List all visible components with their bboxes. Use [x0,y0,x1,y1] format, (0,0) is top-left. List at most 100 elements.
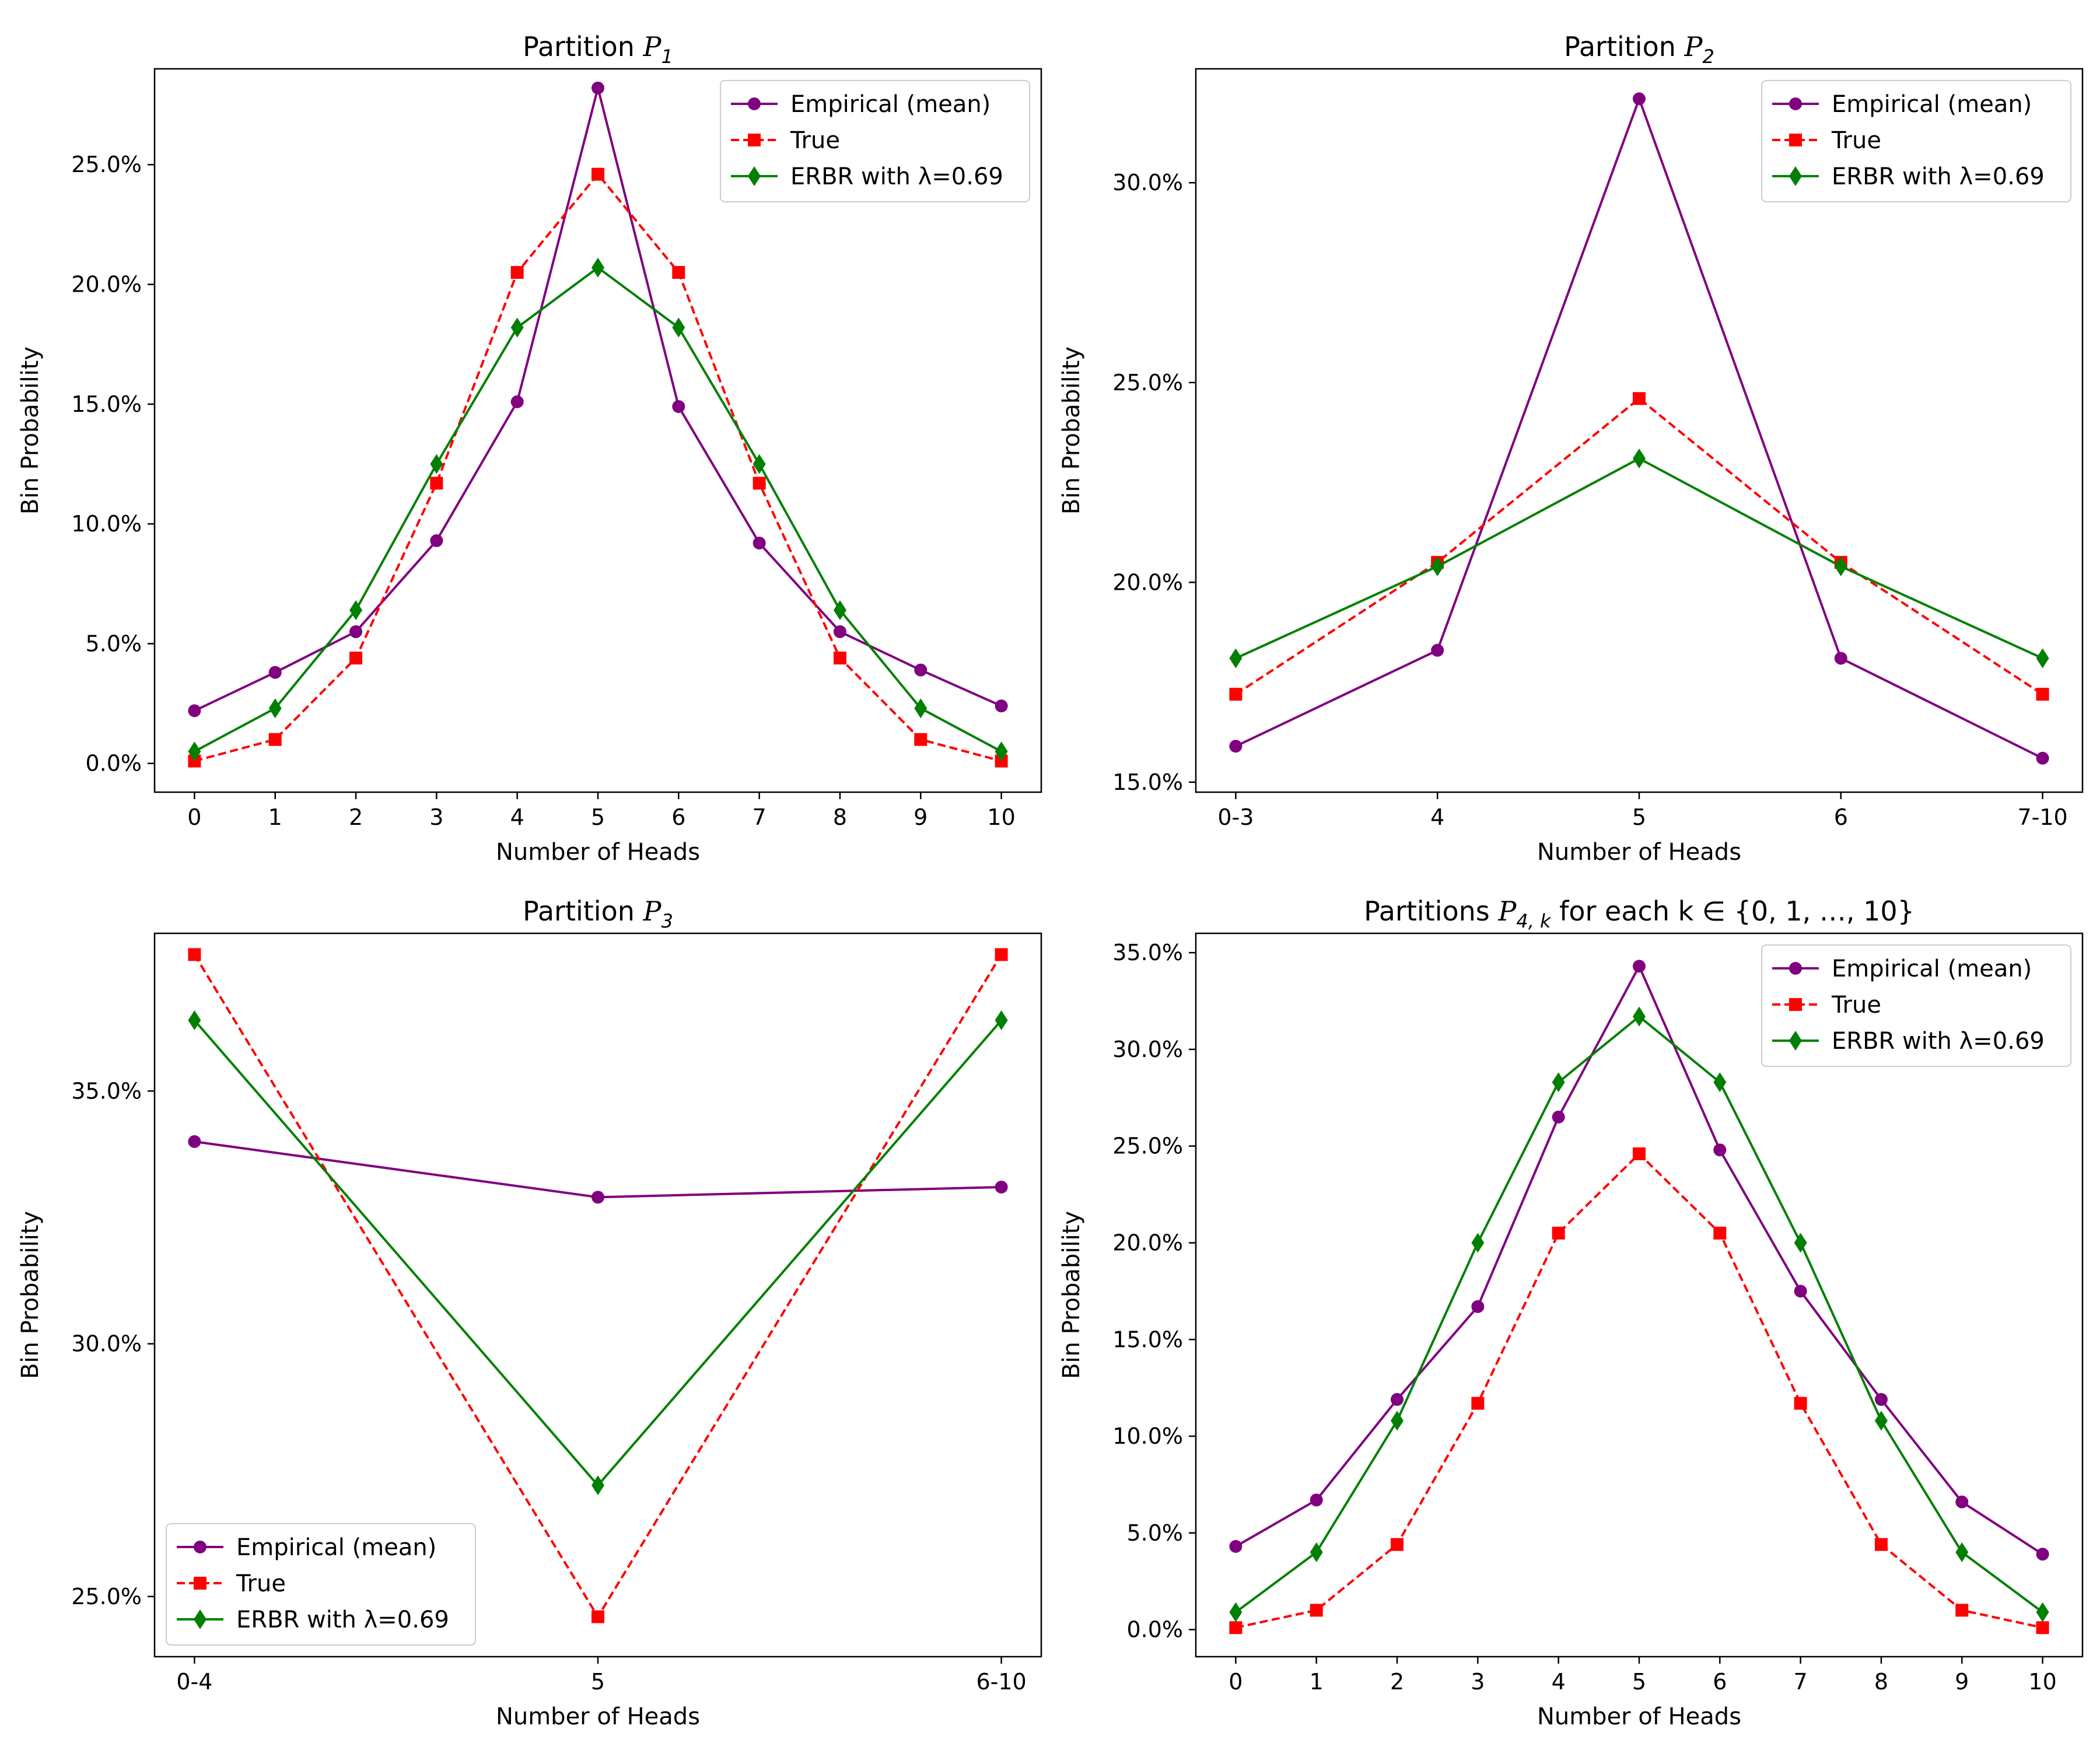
legend-label: True [1831,127,1881,154]
data-point [995,1010,1008,1031]
y-axis-label: Bin Probability [1058,346,1085,514]
legend-marker [1789,97,1802,110]
data-point [2036,1621,2049,1634]
data-point [1471,1300,1485,1313]
title-math: P [643,895,662,927]
title-suffix: for each k ∈ {0, 1, …, 10} [1551,895,1915,927]
data-point [2036,648,2049,668]
data-point [510,317,524,338]
y-tick-label: 35.0% [71,1078,142,1104]
data-point [1874,1538,1888,1551]
data-point [1633,1147,1646,1160]
series-line [1235,397,2043,695]
x-tick-label: 0-3 [1217,804,1254,830]
y-tick-label: 30.0% [1112,1037,1183,1062]
title-math: P [1684,31,1703,62]
title-subscript: 3 [661,910,673,932]
data-point [833,652,846,665]
data-point [1874,1410,1888,1431]
legend-label: True [790,127,840,154]
data-point [1471,1233,1485,1253]
data-point [1955,1604,1969,1617]
legend-frame [1761,80,2071,202]
legend-marker [194,1541,206,1553]
data-point [1794,1233,1807,1253]
x-tick-label: 1 [268,804,282,830]
series-true [1229,1147,2049,1634]
data-point [914,663,928,677]
legend-label: ERBR with λ=0.69 [1832,1028,2045,1055]
series-true [1229,392,2049,701]
data-point [1229,740,1242,753]
x-tick-label: 2 [349,804,363,830]
data-point [752,536,766,550]
x-tick-label: 0-4 [176,1669,212,1695]
legend-label: Empirical (mean) [790,91,991,118]
x-tick-label: 6-10 [976,1669,1026,1695]
subplot-2: 0-3 4 5 6 7-10 15.0% 20.0% 25.0% 30.0% Number of … [1058,31,2084,866]
x-tick-label: 4 [1552,1669,1566,1695]
title-prefix: Partition [523,31,643,62]
data-point [1713,1226,1727,1240]
legend-label: Empirical (mean) [236,1534,436,1561]
legend-marker [1789,134,1802,146]
y-axis-label: Bin Probability [17,1211,44,1379]
data-point [188,948,201,961]
x-tick-label: 9 [1955,1669,1969,1695]
x-tick-label: 9 [914,804,928,830]
data-point [1955,1495,1969,1508]
legend-marker [1789,962,1802,975]
data-point [592,1191,604,1204]
legend-marker [1789,1031,1802,1051]
data-point [1431,643,1444,657]
legend-label: Empirical (mean) [1832,91,2032,118]
data-point [188,704,201,718]
legend-label: True [1831,992,1881,1019]
series-line [1235,457,2043,660]
data-point [1834,652,1847,665]
x-axis-label: Number of Heads [1537,1703,1741,1730]
data-point [2036,1548,2049,1561]
subplot-3: 0-4 5 6-10 25.0% 30.0% 35.0% Number of Heads Bi… [17,895,1042,1730]
data-point [1391,1410,1404,1431]
data-point [752,477,766,490]
data-point [1633,448,1646,468]
data-point [188,1010,201,1031]
x-tick-label: 5 [1632,804,1646,830]
x-tick-label: 8 [1874,1669,1888,1695]
data-point [430,477,443,490]
y-tick-label: 0.0% [85,751,142,776]
y-axis-label: Bin Probability [1058,1211,1085,1379]
series-line [193,1019,1003,1487]
data-point [349,625,363,638]
legend-label: ERBR with λ=0.69 [236,1606,449,1633]
data-point [1794,1396,1807,1410]
title-prefix: Partition [1564,31,1684,62]
data-point [1229,688,1242,701]
data-point [430,534,443,547]
data-point [510,266,524,279]
data-point [1552,1226,1565,1240]
title-subscript: 4, k [1516,910,1552,932]
legend-label: ERBR with λ=0.69 [1832,163,2045,190]
data-point [1229,1621,1242,1634]
series-erbr [188,257,1008,762]
legend-frame [1761,944,2071,1067]
x-tick-label: 2 [1390,1669,1404,1695]
x-tick-label: 7 [1794,1669,1808,1695]
series-line [194,1140,1002,1199]
legend-marker [748,166,761,186]
data-point [592,1610,604,1623]
data-point [995,699,1008,713]
data-point [752,454,766,474]
legend-label: ERBR with λ=0.69 [790,163,1003,190]
data-point [2036,751,2049,765]
title-math: P [1497,895,1517,927]
y-tick-label: 25.0% [71,1584,142,1609]
subplot-4: 0 1 2 3 4 5 6 7 8 9 10 0.0% 5.0% 10.0% 15.0% 20.0% 25.0%… [1058,895,2084,1730]
title-subscript: 2 [1702,46,1714,68]
series-empirical [188,1135,1008,1204]
data-point [1229,1602,1242,1622]
x-tick-label: 1 [1310,1669,1324,1695]
